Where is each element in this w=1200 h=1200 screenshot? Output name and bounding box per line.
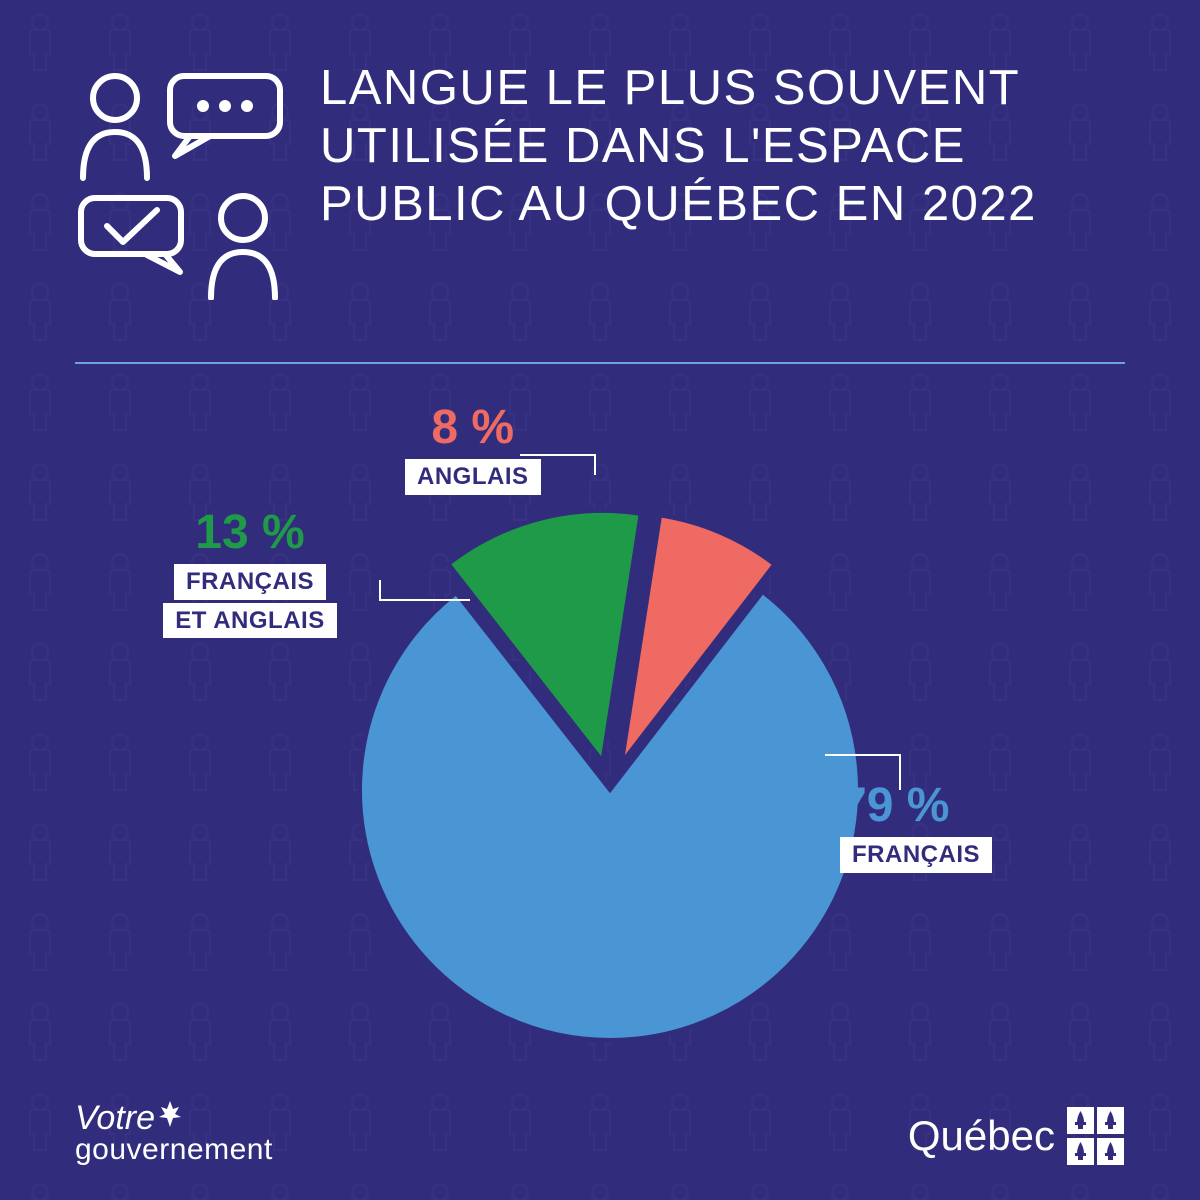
name-fr-ang-1: FRANÇAIS (174, 564, 326, 600)
pct-francais: 79 % (840, 778, 992, 833)
label-fr-ang: 13 % FRANÇAIS ET ANGLAIS (120, 505, 380, 638)
pct-anglais: 8 % (405, 400, 541, 455)
footer-votre-gouvernement: Votre gouvernement (75, 1099, 273, 1165)
people-talking-icon (75, 70, 290, 300)
leaf-icon (157, 1099, 183, 1129)
pct-fr-ang: 13 % (120, 505, 380, 560)
pie-chart: 79 % FRANÇAIS 13 % FRANÇAIS ET ANGLAIS 8… (0, 400, 1200, 1040)
name-anglais: ANGLAIS (405, 459, 541, 495)
footer-quebec-logo: Québec (908, 1107, 1125, 1165)
label-anglais: 8 % ANGLAIS (405, 400, 541, 495)
page-title: LANGUE LE PLUS SOUVENT UTILISÉE DANS L'E… (320, 60, 1125, 233)
name-francais: FRANÇAIS (840, 837, 992, 873)
header-divider (75, 362, 1125, 364)
fleur-de-lys-flag-icon (1067, 1107, 1125, 1165)
name-fr-ang-2: ET ANGLAIS (163, 603, 336, 639)
label-francais: 79 % FRANÇAIS (840, 778, 992, 873)
